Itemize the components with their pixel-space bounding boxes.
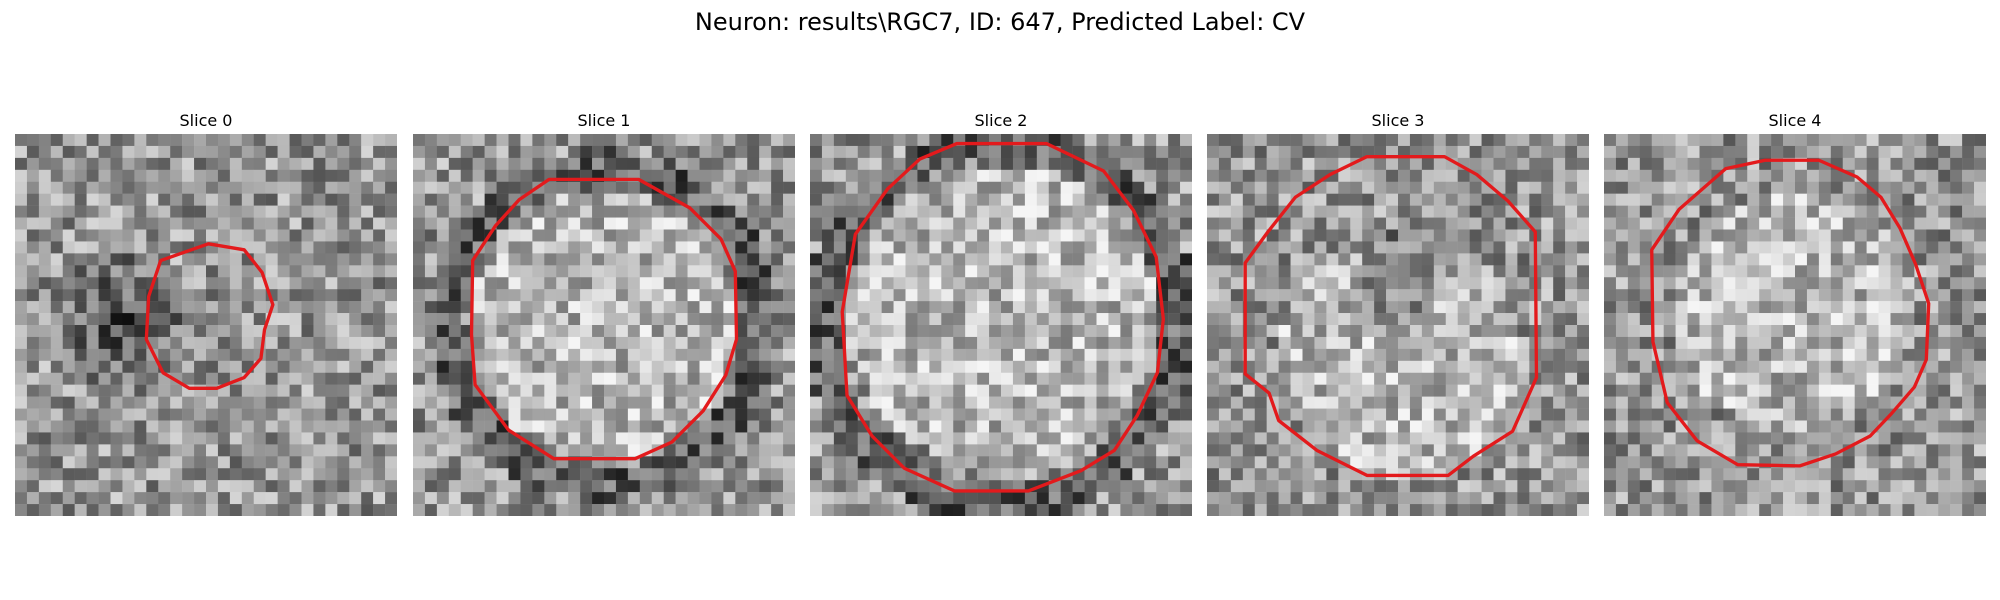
slice-panel-4: Slice 4 [1604, 110, 1986, 516]
slice-image-2 [810, 134, 1192, 516]
slice-image-3 [1207, 134, 1589, 516]
slice-title-2: Slice 2 [974, 111, 1028, 130]
figure-title: Neuron: results\RGC7, ID: 647, Predicted… [694, 8, 1306, 36]
slice-panel-0: Slice 0 [15, 110, 397, 516]
slice-panel-1: Slice 1 [413, 110, 795, 516]
roi-contour [469, 177, 739, 461]
roi-contour [144, 242, 275, 390]
slice-title-1: Slice 1 [577, 111, 631, 130]
slice-image-1 [413, 134, 795, 516]
pixel-grid [15, 134, 397, 516]
pixel-grid [810, 134, 1192, 516]
roi-contour [840, 141, 1166, 493]
slice-image-4 [1604, 134, 1986, 516]
roi-contour [1650, 158, 1931, 468]
pixel-grid [1604, 134, 1986, 516]
slice-image-0 [15, 134, 397, 516]
slice-title-4: Slice 4 [1768, 111, 1822, 130]
slice-title-0: Slice 0 [179, 111, 233, 130]
pixel-grid [1207, 134, 1589, 516]
roi-contour [1243, 155, 1539, 478]
slice-panel-2: Slice 2 [810, 110, 1192, 516]
slice-title-3: Slice 3 [1371, 111, 1425, 130]
slice-panel-3: Slice 3 [1207, 110, 1589, 516]
